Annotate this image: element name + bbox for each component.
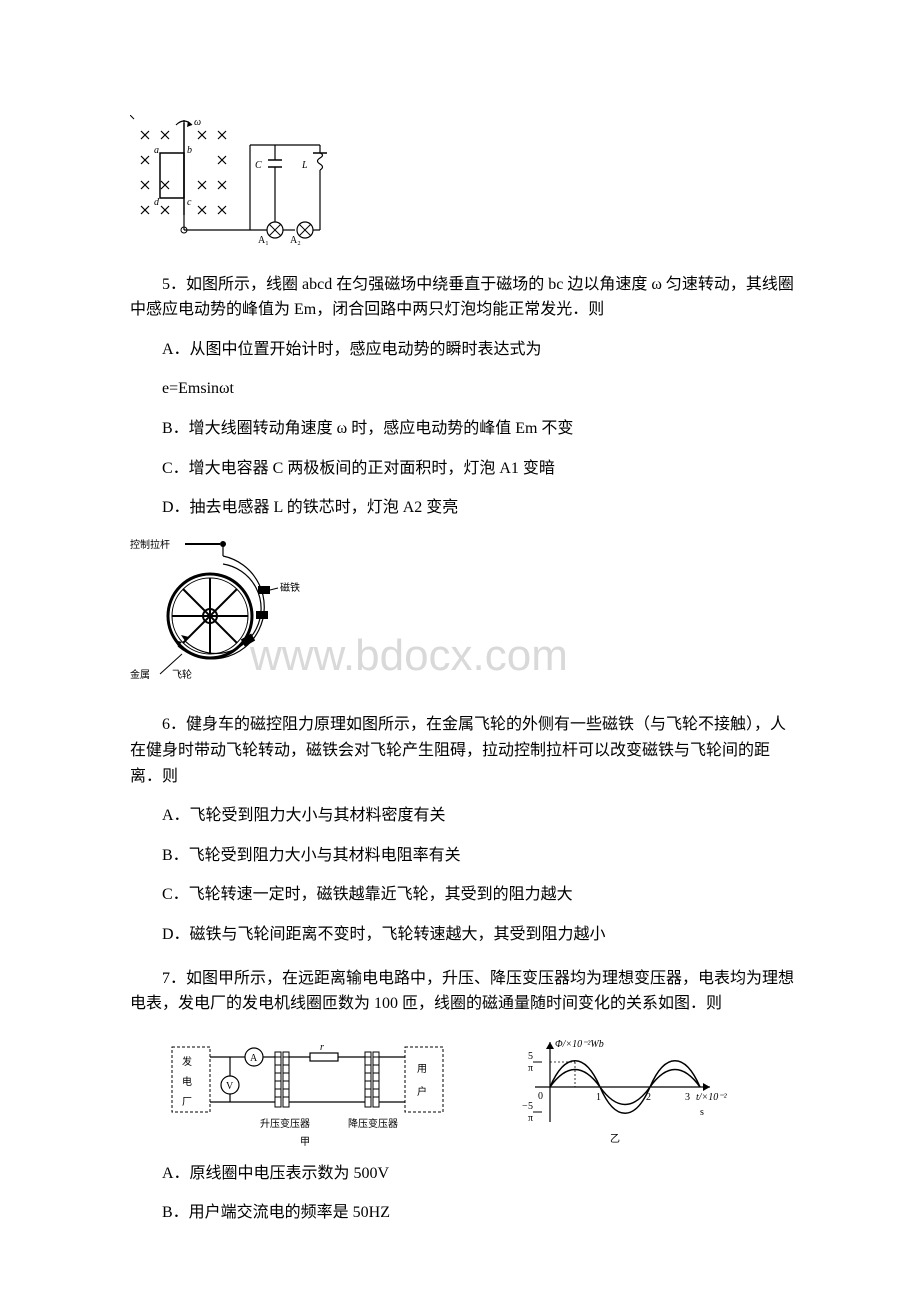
q5-option-b: B．增大线圈转动角速度 ω 时，感应电动势的峰值 Em 不变 <box>130 416 800 442</box>
svg-text:V: V <box>226 1081 234 1092</box>
svg-text:5: 5 <box>528 1101 533 1112</box>
svg-text:飞轮: 飞轮 <box>172 668 192 681</box>
svg-text:升压变压器: 升压变压器 <box>260 1117 310 1130</box>
svg-text:电: 电 <box>182 1075 192 1088</box>
svg-text:5: 5 <box>528 1051 533 1062</box>
svg-text:Φ/×10⁻²Wb: Φ/×10⁻²Wb <box>555 1039 604 1050</box>
q5-circuit-figure: ω a b c d A₁ A₂ <box>130 115 800 254</box>
svg-text:降压变压器: 降压变压器 <box>348 1117 398 1130</box>
svg-text:户: 户 <box>417 1085 427 1098</box>
svg-text:π: π <box>528 1113 533 1124</box>
q7-figure: 发 电 厂 V A <box>170 1037 800 1147</box>
svg-text:L: L <box>301 160 308 171</box>
q7-stem: 7．如图甲所示，在远距离输电电路中，升压、降压变压器均为理想变压器，电表均为理想… <box>130 966 800 1017</box>
svg-text:乙: 乙 <box>610 1133 620 1145</box>
svg-text:ω: ω <box>194 117 201 128</box>
q6-flywheel-figure: www.bdocx.com 控制拉杆 磁铁 金属 飞轮 <box>130 536 800 695</box>
svg-text:金属: 金属 <box>130 668 150 681</box>
q5-option-d: D．抽去电感器 L 的铁芯时，灯泡 A2 变亮 <box>130 495 800 521</box>
svg-text:控制拉杆: 控制拉杆 <box>130 538 170 551</box>
svg-text:3: 3 <box>685 1092 690 1103</box>
q6-option-a: A．飞轮受到阻力大小与其材料密度有关 <box>130 803 800 829</box>
svg-text:厂: 厂 <box>182 1097 192 1108</box>
q7-option-b: B．用户端交流电的频率是 50HZ <box>130 1200 800 1226</box>
svg-text:s: s <box>700 1107 704 1118</box>
q6-option-d: D．磁铁与飞轮间距离不变时，飞轮转速越大，其受到阻力越小 <box>130 922 800 948</box>
q7-option-a: A．原线圈中电压表示数为 500V <box>130 1161 800 1187</box>
svg-text:a: a <box>154 145 159 156</box>
svg-text:b: b <box>187 145 192 156</box>
svg-text:1: 1 <box>596 1092 601 1103</box>
q5-stem: 5．如图所示，线圈 abcd 在匀强磁场中绕垂直于磁场的 bc 边以角速度 ω … <box>130 272 800 323</box>
svg-text:2: 2 <box>646 1092 651 1103</box>
svg-text:用: 用 <box>417 1064 427 1075</box>
svg-text:π: π <box>528 1063 533 1074</box>
svg-text:r: r <box>320 1042 324 1053</box>
svg-text:d: d <box>154 197 160 208</box>
svg-text:甲: 甲 <box>300 1137 310 1147</box>
q5-option-c: C．增大电容器 C 两极板间的正对面积时，灯泡 A1 变暗 <box>130 456 800 482</box>
svg-text:发: 发 <box>182 1055 192 1068</box>
q6-option-b: B．飞轮受到阻力大小与其材料电阻率有关 <box>130 843 800 869</box>
svg-text:0: 0 <box>538 1091 543 1102</box>
svg-text:A₂: A₂ <box>290 235 301 245</box>
svg-text:t/×10⁻²: t/×10⁻² <box>696 1092 728 1103</box>
q5-option-a: A．从图中位置开始计时，感应电动势的瞬时表达式为 <box>130 337 800 363</box>
q6-option-c: C．飞轮转速一定时，磁铁越靠近飞轮，其受到的阻力越大 <box>130 882 800 908</box>
svg-text:C: C <box>255 160 262 171</box>
svg-text:磁铁: 磁铁 <box>280 581 300 594</box>
q6-stem: 6．健身车的磁控阻力原理如图所示，在金属飞轮的外侧有一些磁铁（与飞轮不接触），人… <box>130 712 800 789</box>
svg-text:c: c <box>187 197 192 208</box>
svg-text:A₁: A₁ <box>258 235 269 245</box>
svg-text:A: A <box>250 1053 258 1064</box>
q5-option-a-formula: e=Emsinωt <box>162 376 800 402</box>
